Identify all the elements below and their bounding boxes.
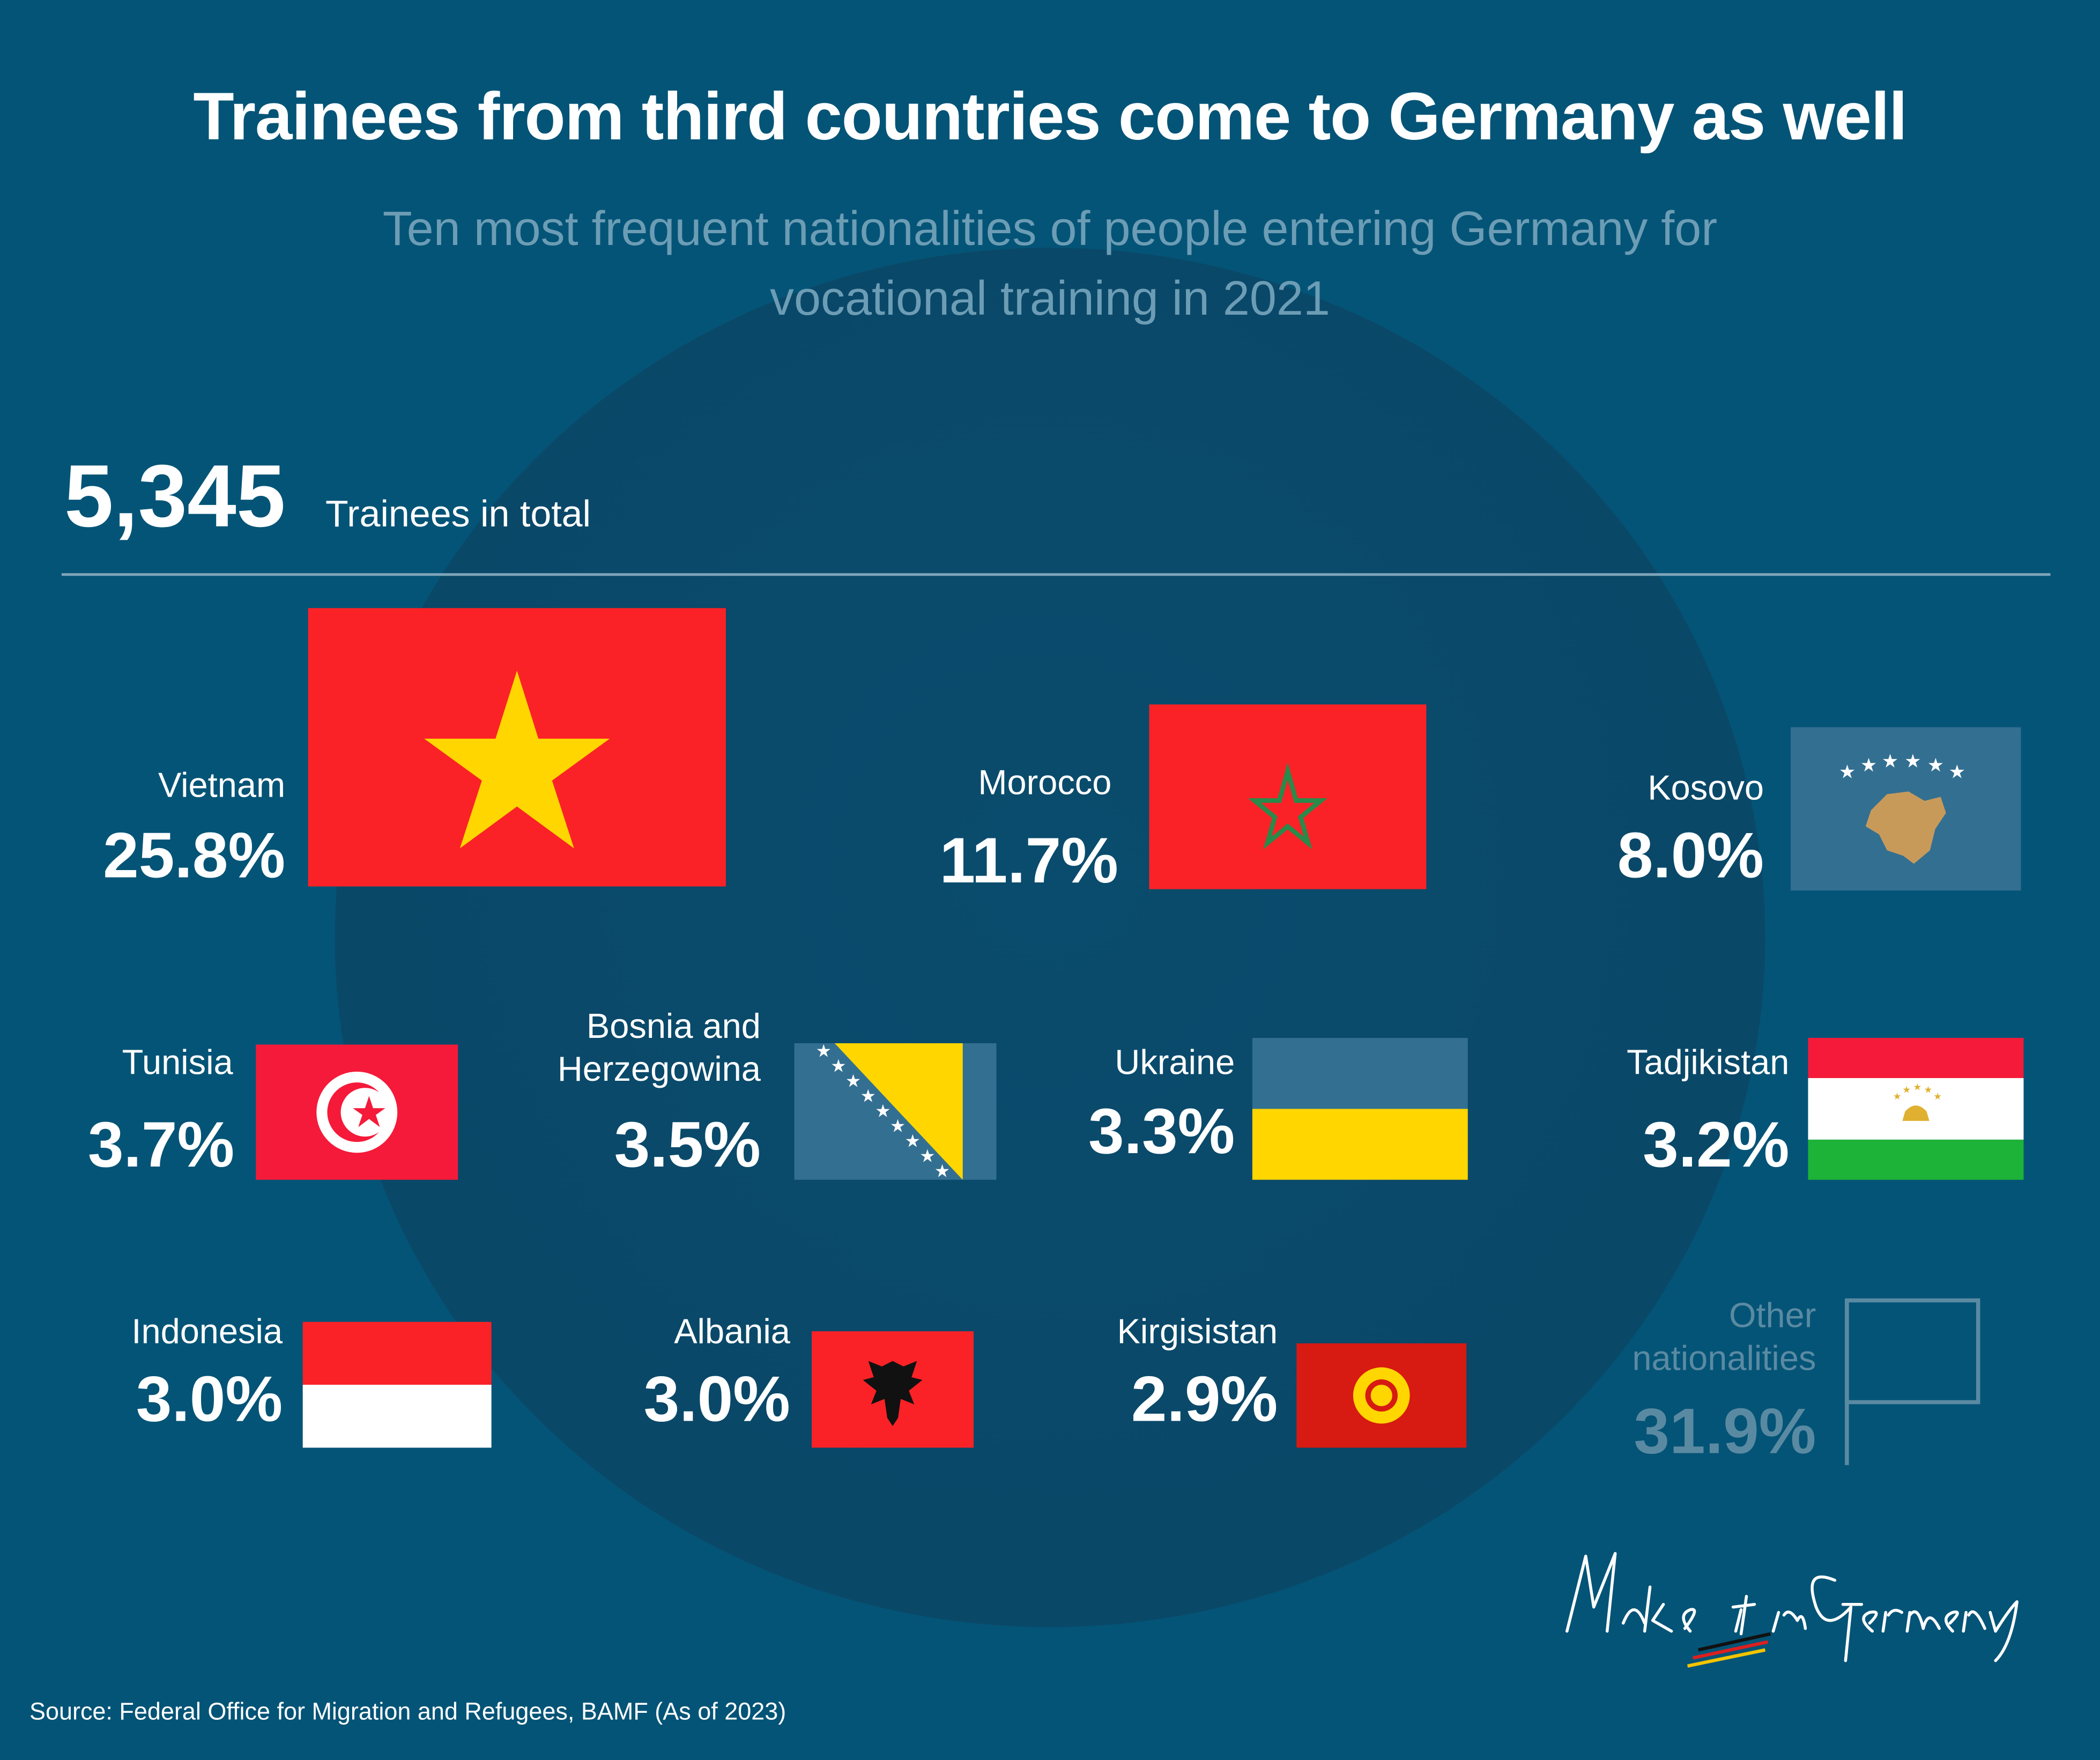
svg-text:★: ★: [1927, 755, 1944, 776]
pct-albania: 3.0%: [643, 1364, 790, 1436]
country-ukraine: Ukraine: [1115, 1042, 1235, 1082]
country-bosnia-line-1: Bosnia and: [586, 1006, 761, 1046]
pct-kosovo: 8.0%: [1617, 821, 1764, 892]
pct-indonesia: 3.0%: [136, 1364, 283, 1436]
flag-ukraine-icon: [1252, 1038, 1468, 1180]
pct-other: 31.9%: [1634, 1397, 1816, 1468]
country-bosnia: Bosnia and Herzegowina: [482, 1005, 761, 1090]
country-kyrgyzstan: Kirgisistan: [1117, 1311, 1278, 1351]
country-bosnia-line-2: Herzegowina: [557, 1049, 761, 1089]
flag-morocco-icon: [1149, 704, 1427, 889]
country-vietnam: Vietnam: [158, 764, 286, 805]
svg-text:★: ★: [830, 1055, 846, 1076]
pct-morocco: 11.7%: [939, 826, 1118, 897]
svg-text:★: ★: [1882, 751, 1898, 772]
flag-tajikistan-icon: ★ ★ ★ ★ ★: [1808, 1038, 2024, 1180]
svg-text:★: ★: [1949, 761, 1965, 783]
divider: [61, 573, 2051, 576]
chart-subtitle: Ten most frequent nationalities of peopl…: [268, 194, 1832, 333]
flag-outline-icon: [1840, 1296, 1985, 1468]
pct-kyrgyzstan: 2.9%: [1131, 1364, 1278, 1436]
svg-text:★: ★: [1893, 1091, 1902, 1102]
svg-text:★: ★: [816, 1043, 832, 1061]
svg-text:★: ★: [1904, 751, 1921, 772]
svg-text:★: ★: [1902, 1085, 1911, 1095]
flag-vietnam-icon: [308, 608, 726, 887]
pct-vietnam: 25.8%: [103, 821, 286, 892]
globe-background: [335, 248, 1765, 1628]
flag-bosnia-icon: ★ ★ ★ ★ ★ ★ ★ ★ ★: [794, 1043, 997, 1180]
pct-bosnia: 3.5%: [614, 1110, 761, 1182]
country-indonesia: Indonesia: [131, 1311, 283, 1351]
source-note: Source: Federal Office for Migration and…: [29, 1698, 786, 1725]
svg-text:★: ★: [919, 1145, 935, 1166]
country-other: Other nationalities: [1540, 1294, 1816, 1379]
svg-text:★: ★: [905, 1130, 921, 1151]
country-tajikistan: Tadjikistan: [1627, 1042, 1790, 1082]
flag-tunisia-icon: [256, 1044, 458, 1180]
country-albania: Albania: [674, 1311, 790, 1351]
subtitle-line-2: vocational training in 2021: [770, 270, 1330, 326]
svg-text:★: ★: [934, 1161, 950, 1180]
svg-text:★: ★: [1924, 1085, 1933, 1095]
svg-text:★: ★: [1933, 1091, 1942, 1102]
country-morocco: Morocco: [978, 762, 1112, 803]
total-label: Trainees in total: [325, 493, 591, 534]
pct-ukraine: 3.3%: [1088, 1096, 1235, 1168]
flag-kosovo-icon: ★ ★ ★ ★ ★ ★: [1790, 727, 2021, 891]
country-kosovo: Kosovo: [1648, 767, 1764, 808]
pct-tajikistan: 3.2%: [1643, 1110, 1790, 1182]
flag-kyrgyzstan-icon: [1296, 1343, 1467, 1448]
subtitle-line-1: Ten most frequent nationalities of peopl…: [382, 200, 1718, 256]
total-value: 5,345: [64, 445, 286, 545]
svg-text:★: ★: [890, 1115, 906, 1136]
country-other-line-2: nationalities: [1632, 1338, 1816, 1378]
svg-text:★: ★: [845, 1070, 861, 1091]
pct-tunisia: 3.7%: [87, 1110, 235, 1182]
flag-indonesia-icon: [302, 1321, 492, 1448]
svg-text:★: ★: [1839, 761, 1856, 783]
make-it-in-germany-logo: [1540, 1527, 2062, 1681]
chart-title: Trainees from third countries come to Ge…: [193, 79, 1907, 154]
country-other-line-1: Other: [1728, 1295, 1816, 1335]
country-tunisia: Tunisia: [122, 1042, 233, 1082]
svg-text:★: ★: [860, 1085, 876, 1106]
svg-text:★: ★: [1860, 755, 1877, 776]
flag-albania-icon: [811, 1331, 974, 1448]
svg-text:★: ★: [1913, 1082, 1922, 1093]
svg-text:★: ★: [875, 1100, 891, 1121]
